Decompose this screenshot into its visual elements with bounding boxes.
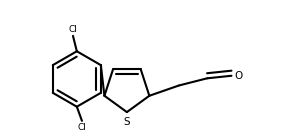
Text: Cl: Cl: [78, 123, 86, 132]
Text: O: O: [235, 71, 243, 81]
Text: S: S: [124, 117, 130, 127]
Text: Cl: Cl: [69, 25, 78, 34]
